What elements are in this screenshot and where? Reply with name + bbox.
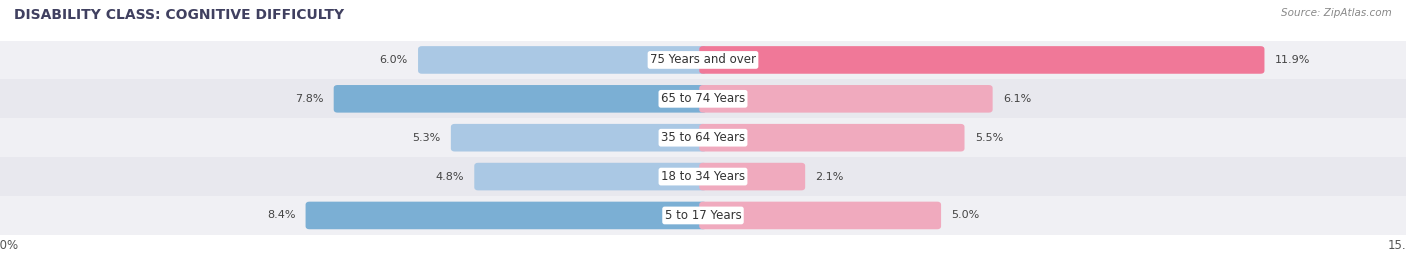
Text: 18 to 34 Years: 18 to 34 Years bbox=[661, 170, 745, 183]
Text: 11.9%: 11.9% bbox=[1275, 55, 1310, 65]
Text: 35 to 64 Years: 35 to 64 Years bbox=[661, 131, 745, 144]
Text: 6.0%: 6.0% bbox=[380, 55, 408, 65]
Text: 4.8%: 4.8% bbox=[436, 171, 464, 182]
Text: 5 to 17 Years: 5 to 17 Years bbox=[665, 209, 741, 222]
Text: 5.0%: 5.0% bbox=[952, 210, 980, 221]
FancyBboxPatch shape bbox=[699, 46, 1264, 74]
Bar bbox=[0, 40, 1406, 79]
Text: Source: ZipAtlas.com: Source: ZipAtlas.com bbox=[1281, 8, 1392, 18]
Bar bbox=[0, 196, 1406, 235]
Text: 75 Years and over: 75 Years and over bbox=[650, 53, 756, 66]
Text: 5.5%: 5.5% bbox=[974, 133, 1002, 143]
FancyBboxPatch shape bbox=[699, 202, 941, 229]
Text: 7.8%: 7.8% bbox=[295, 94, 323, 104]
FancyBboxPatch shape bbox=[451, 124, 707, 151]
FancyBboxPatch shape bbox=[699, 124, 965, 151]
Text: 65 to 74 Years: 65 to 74 Years bbox=[661, 92, 745, 105]
FancyBboxPatch shape bbox=[333, 85, 707, 113]
Bar bbox=[0, 118, 1406, 157]
Text: DISABILITY CLASS: COGNITIVE DIFFICULTY: DISABILITY CLASS: COGNITIVE DIFFICULTY bbox=[14, 8, 344, 22]
Bar bbox=[0, 79, 1406, 118]
FancyBboxPatch shape bbox=[474, 163, 707, 190]
FancyBboxPatch shape bbox=[699, 163, 806, 190]
Text: 8.4%: 8.4% bbox=[267, 210, 295, 221]
FancyBboxPatch shape bbox=[699, 85, 993, 113]
Text: 5.3%: 5.3% bbox=[412, 133, 440, 143]
FancyBboxPatch shape bbox=[305, 202, 707, 229]
Bar bbox=[0, 157, 1406, 196]
Text: 2.1%: 2.1% bbox=[815, 171, 844, 182]
Text: 6.1%: 6.1% bbox=[1002, 94, 1031, 104]
FancyBboxPatch shape bbox=[418, 46, 707, 74]
